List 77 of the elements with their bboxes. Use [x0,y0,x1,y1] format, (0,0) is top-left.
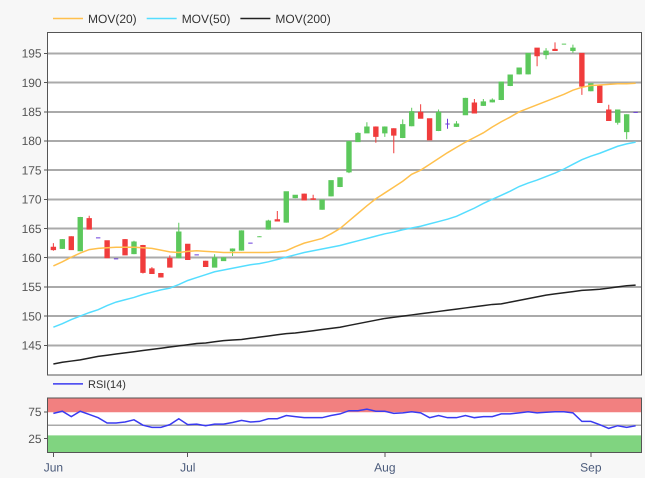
x-tick-label: Aug [374,460,396,474]
candlestick [543,48,549,60]
candlestick [167,254,173,268]
y-tick-label: 75 [28,404,42,419]
candlestick [624,114,630,140]
candlestick [606,104,612,122]
candlestick [552,42,558,52]
candlestick [508,74,513,87]
y-tick-label: 160 [22,250,42,265]
candlestick [382,126,388,138]
candlestick [185,243,190,260]
y-tick-label: 150 [22,309,42,324]
candlestick [355,132,361,143]
candlestick [436,108,442,132]
candlestick [266,219,272,230]
y-tick-label: 195 [22,46,42,61]
candlestick [104,240,110,258]
line-series [52,408,636,430]
candlestick [400,118,406,139]
candlestick [212,254,218,268]
legend-label: MOV(200) [275,12,331,26]
candlestick [391,128,396,154]
candlestick [525,52,531,75]
line-series [52,141,636,328]
candlestick [418,104,424,119]
candlestick [238,230,244,252]
candlestick [274,210,280,222]
candlestick [202,260,208,267]
candlestick [284,190,289,224]
candlestick [498,80,504,101]
legend-label: MOV(20) [88,12,137,26]
candlestick [68,236,74,251]
y-tick-label: 180 [22,134,42,148]
candlestick [86,215,92,230]
candlestick [462,97,468,116]
candlestick [454,120,460,128]
candlestick [319,199,325,210]
candlestick [50,242,56,252]
candlestick [534,47,540,67]
candlestick [408,107,414,127]
y-tick-label: 175 [22,163,42,178]
candlestick [78,216,83,252]
y-tick-label: 165 [22,222,42,236]
y-tick-label: 185 [22,105,42,119]
candlestick [364,122,370,134]
candlestick [444,118,450,130]
candlestick [220,256,226,262]
candlestick [426,118,432,140]
legend-label: RSI(14) [88,379,126,392]
candlestick [310,194,316,200]
candlestick [158,272,164,278]
candlestick [373,126,379,144]
candlestick [302,193,307,200]
candlestick [480,98,486,106]
candlestick [570,44,576,54]
legend-label: MOV(50) [182,12,230,26]
candlestick [516,66,522,75]
candlestick [579,52,585,96]
line-series [52,82,636,267]
x-tick-label: Sep [580,460,602,474]
candlestick [597,85,602,103]
candlestick [490,98,495,103]
candlestick [615,110,620,126]
y-tick-label: 155 [22,280,42,294]
candlestick [328,180,334,197]
line-series [52,284,636,365]
y-tick-label: 170 [22,192,42,207]
x-tick-label: Jun [44,460,64,474]
y-tick-label: 145 [22,338,42,352]
candlestick [60,238,66,250]
x-tick-label: Jul [180,460,196,474]
y-tick-label: 25 [28,432,42,446]
y-tick-label: 190 [22,76,42,90]
candlestick [346,140,352,174]
candlestick [149,266,155,274]
candlestick [176,222,182,259]
candlestick [472,98,478,114]
